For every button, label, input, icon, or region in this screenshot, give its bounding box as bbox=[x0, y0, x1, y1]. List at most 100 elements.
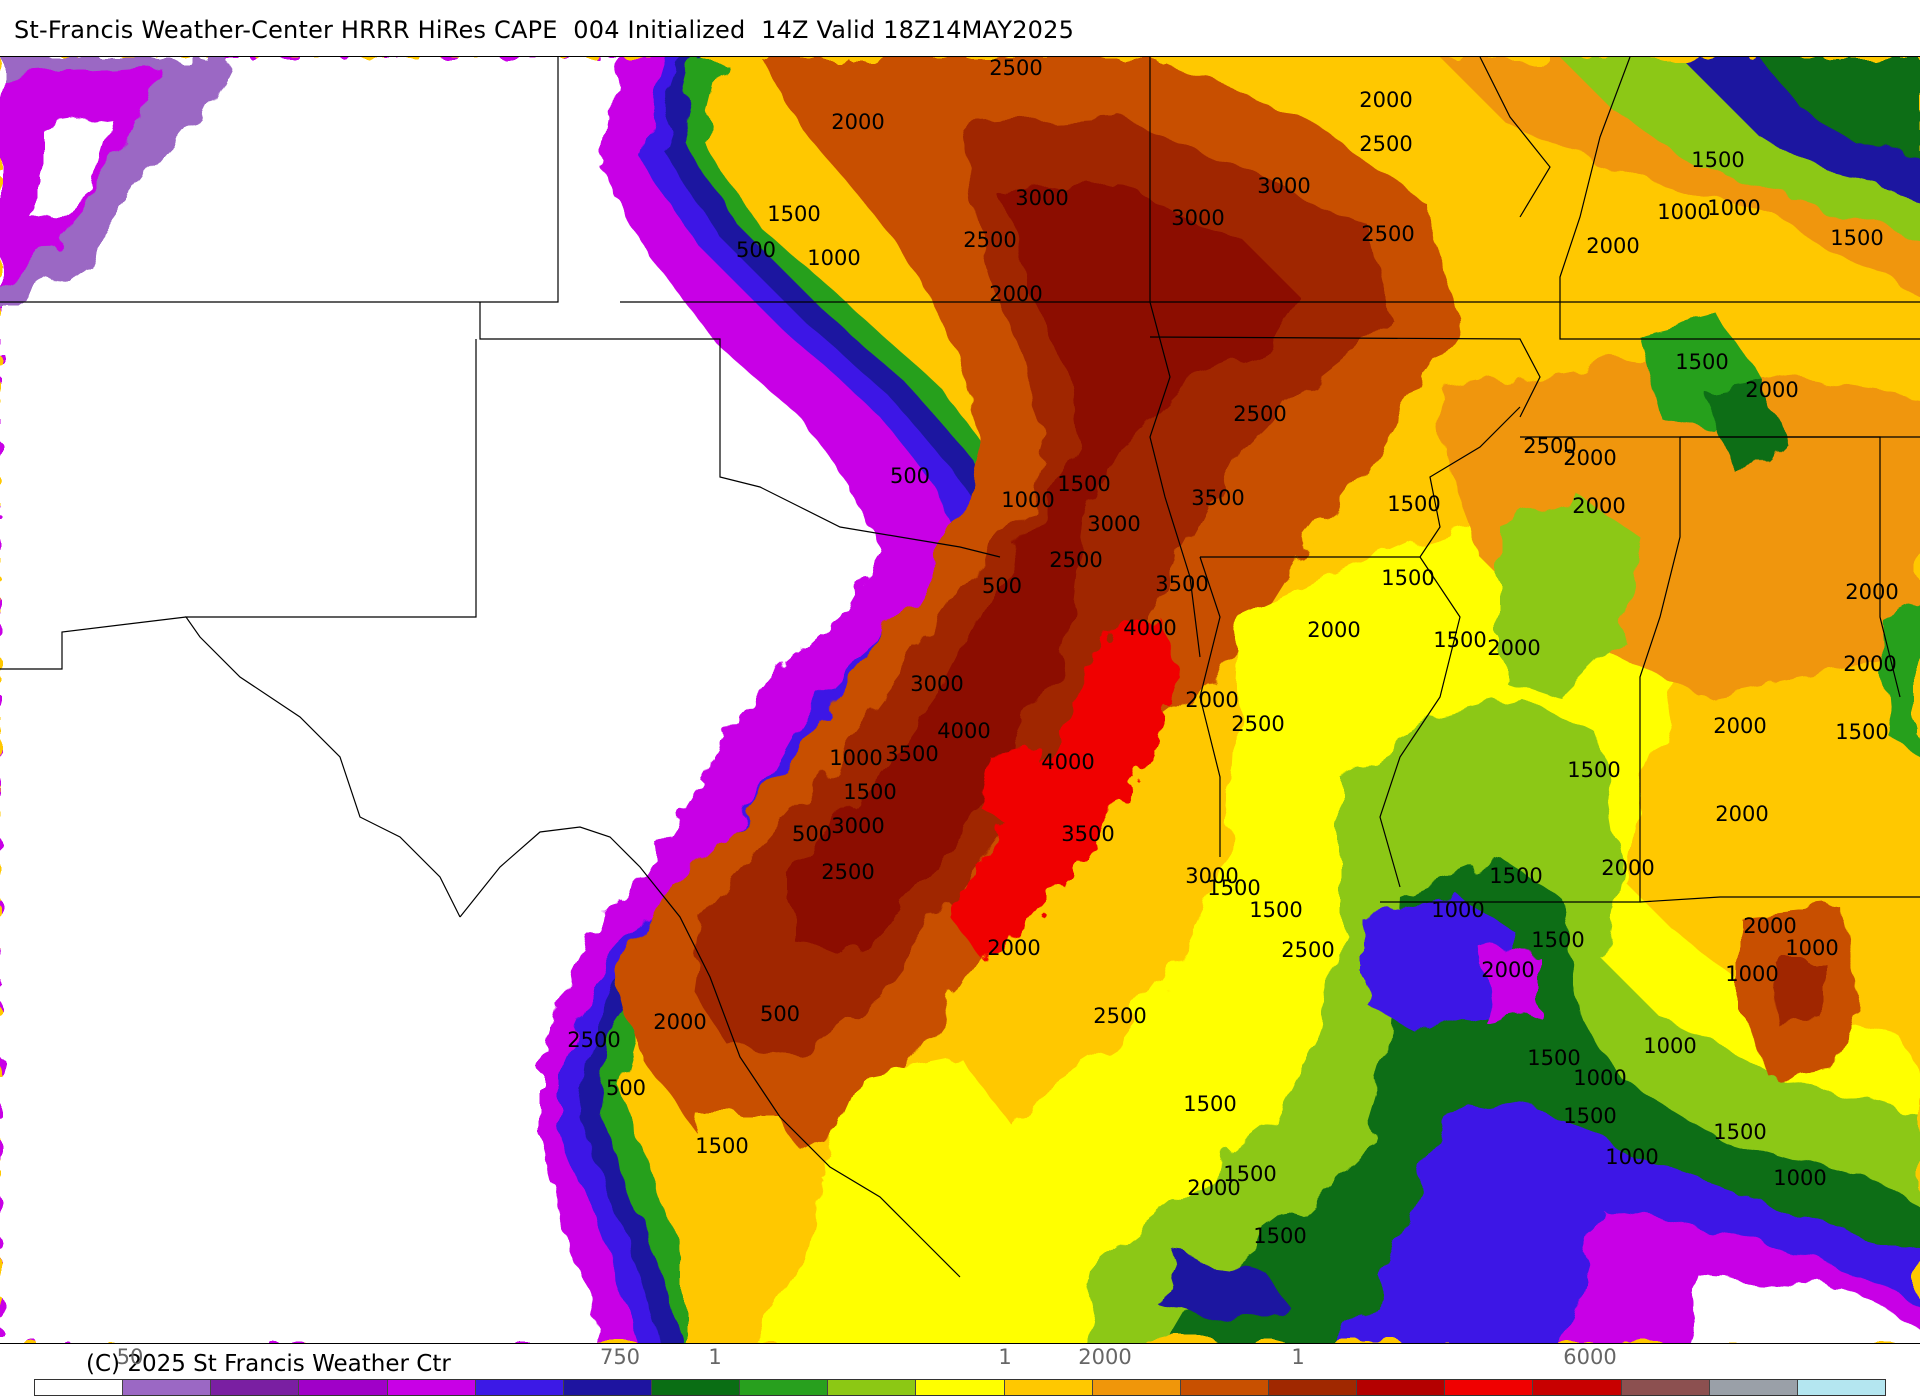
contour-label: 1000 bbox=[1605, 1145, 1658, 1169]
contour-label: 1000 bbox=[829, 746, 882, 770]
contour-label: 1000 bbox=[1725, 962, 1778, 986]
contour-label: 1500 bbox=[843, 780, 896, 804]
contour-label: 1500 bbox=[1253, 1224, 1306, 1248]
contour-label: 1500 bbox=[1183, 1092, 1236, 1116]
cape-map: 2500 2000 2000 2500 3000 3000 1500 500 1000 2500 3… bbox=[0, 56, 1920, 1344]
contour-label: 3000 bbox=[1015, 186, 1068, 210]
contour-label: 2500 bbox=[963, 228, 1016, 252]
contour-label: 3000 bbox=[1185, 864, 1238, 888]
legend-swatch bbox=[123, 1380, 212, 1395]
contour-label: 1000 bbox=[807, 246, 860, 270]
legend-swatch bbox=[1533, 1380, 1622, 1395]
contour-label: 1500 bbox=[767, 202, 820, 226]
contour-label: 2000 bbox=[1187, 1176, 1240, 1200]
legend-swatch bbox=[299, 1380, 388, 1395]
contour-label: 500 bbox=[890, 464, 930, 488]
contour-label: 2500 bbox=[567, 1028, 620, 1052]
contour-label: 1500 bbox=[1207, 876, 1260, 900]
contour-label: 2000 bbox=[1743, 914, 1796, 938]
legend-swatch bbox=[387, 1380, 476, 1395]
contour-label: 2000 bbox=[1481, 958, 1534, 982]
contour-label: 1500 bbox=[695, 1134, 748, 1158]
contour-label: 2000 bbox=[1572, 494, 1625, 518]
geographic-boundaries bbox=[0, 57, 1920, 1278]
contour-label: 2500 bbox=[821, 860, 874, 884]
contour-label: 500 bbox=[982, 574, 1022, 598]
legend-swatch bbox=[916, 1380, 1005, 1395]
contour-label: 1000 bbox=[1001, 488, 1054, 512]
contour-label: 1500 bbox=[1489, 864, 1542, 888]
contour-label: 2500 bbox=[1233, 402, 1286, 426]
contour-label: 1500 bbox=[1223, 1162, 1276, 1186]
contour-label: 2000 bbox=[989, 282, 1042, 306]
contour-label: 2500 bbox=[1093, 1004, 1146, 1028]
contour-label: 3500 bbox=[1155, 572, 1208, 596]
legend-swatch bbox=[1180, 1380, 1269, 1395]
contour-label: 1500 bbox=[1381, 566, 1434, 590]
contour-label: 500 bbox=[760, 1002, 800, 1026]
contour-label: 1500 bbox=[1830, 226, 1883, 250]
contour-label: 1500 bbox=[1713, 1120, 1766, 1144]
contour-label: 2500 bbox=[1359, 132, 1412, 156]
contour-label: 1500 bbox=[1433, 628, 1486, 652]
contour-label: 3000 bbox=[1171, 206, 1224, 230]
legend-tick-label: 6000 bbox=[1563, 1345, 1617, 1369]
contour-label: 1500 bbox=[1691, 148, 1744, 172]
contour-label: 1500 bbox=[1563, 1104, 1616, 1128]
legend-swatch bbox=[1357, 1380, 1446, 1395]
contour-label: 2000 bbox=[1487, 636, 1540, 660]
contour-label: 2500 bbox=[989, 57, 1042, 80]
contour-label: 2000 bbox=[987, 936, 1040, 960]
contour-label: 2000 bbox=[1713, 714, 1766, 738]
contour-label: 1500 bbox=[1835, 720, 1888, 744]
contour-label: 3500 bbox=[885, 742, 938, 766]
contour-label: 500 bbox=[606, 1076, 646, 1100]
cape-color-legend bbox=[34, 1379, 1886, 1396]
contour-label: 2000 bbox=[831, 110, 884, 134]
legend-swatch bbox=[475, 1380, 564, 1395]
legend-swatch bbox=[1621, 1380, 1710, 1395]
contour-label: 4000 bbox=[1123, 616, 1176, 640]
copyright-text: (C) 2025 St Francis Weather Ctr bbox=[86, 1351, 451, 1377]
contour-label: 3000 bbox=[831, 814, 884, 838]
contour-label: 500 bbox=[792, 822, 832, 846]
legend-swatch bbox=[1092, 1380, 1181, 1395]
contour-label: 4000 bbox=[1041, 750, 1094, 774]
contour-label: 1000 bbox=[1431, 898, 1484, 922]
legend-swatch bbox=[1797, 1380, 1885, 1395]
contour-label: 3500 bbox=[1191, 486, 1244, 510]
legend-swatch bbox=[563, 1380, 652, 1395]
legend-tick-label: 1 bbox=[1291, 1345, 1305, 1369]
contour-label: 1000 bbox=[1785, 936, 1838, 960]
legend-swatch bbox=[35, 1380, 124, 1395]
legend-tick-label: 1 bbox=[708, 1345, 722, 1369]
contour-label: 3000 bbox=[1257, 174, 1310, 198]
contour-label: 2000 bbox=[1359, 88, 1412, 112]
contour-label: 2500 bbox=[1361, 222, 1414, 246]
legend-swatch bbox=[740, 1380, 829, 1395]
contour-label: 3500 bbox=[1061, 822, 1114, 846]
contour-label: 3000 bbox=[910, 672, 963, 696]
contour-label: 2500 bbox=[1281, 938, 1334, 962]
contour-label: 2500 bbox=[1049, 548, 1102, 572]
contour-label: 1000 bbox=[1773, 1166, 1826, 1190]
contour-label: 2000 bbox=[1745, 378, 1798, 402]
contour-label: 2500 bbox=[1231, 712, 1284, 736]
contour-label: 2000 bbox=[653, 1010, 706, 1034]
legend-swatch bbox=[1709, 1380, 1798, 1395]
contour-label: 2500 bbox=[1523, 434, 1576, 458]
legend-swatch bbox=[828, 1380, 917, 1395]
contour-label: 1500 bbox=[1567, 758, 1620, 782]
legend-tick-label: 50 bbox=[116, 1345, 144, 1369]
contour-label: 2000 bbox=[1185, 688, 1238, 712]
contour-label: 2000 bbox=[1307, 618, 1360, 642]
contour-label: 2000 bbox=[1715, 802, 1768, 826]
legend-tick-label: 1 bbox=[998, 1345, 1012, 1369]
legend-swatch bbox=[1004, 1380, 1093, 1395]
contour-label: 1000 bbox=[1643, 1034, 1696, 1058]
contour-label: 1500 bbox=[1527, 1046, 1580, 1070]
contour-label: 2000 bbox=[1845, 580, 1898, 604]
cape-fill-layer bbox=[0, 57, 1920, 1343]
legend-tick-label: 2000 bbox=[1078, 1345, 1132, 1369]
